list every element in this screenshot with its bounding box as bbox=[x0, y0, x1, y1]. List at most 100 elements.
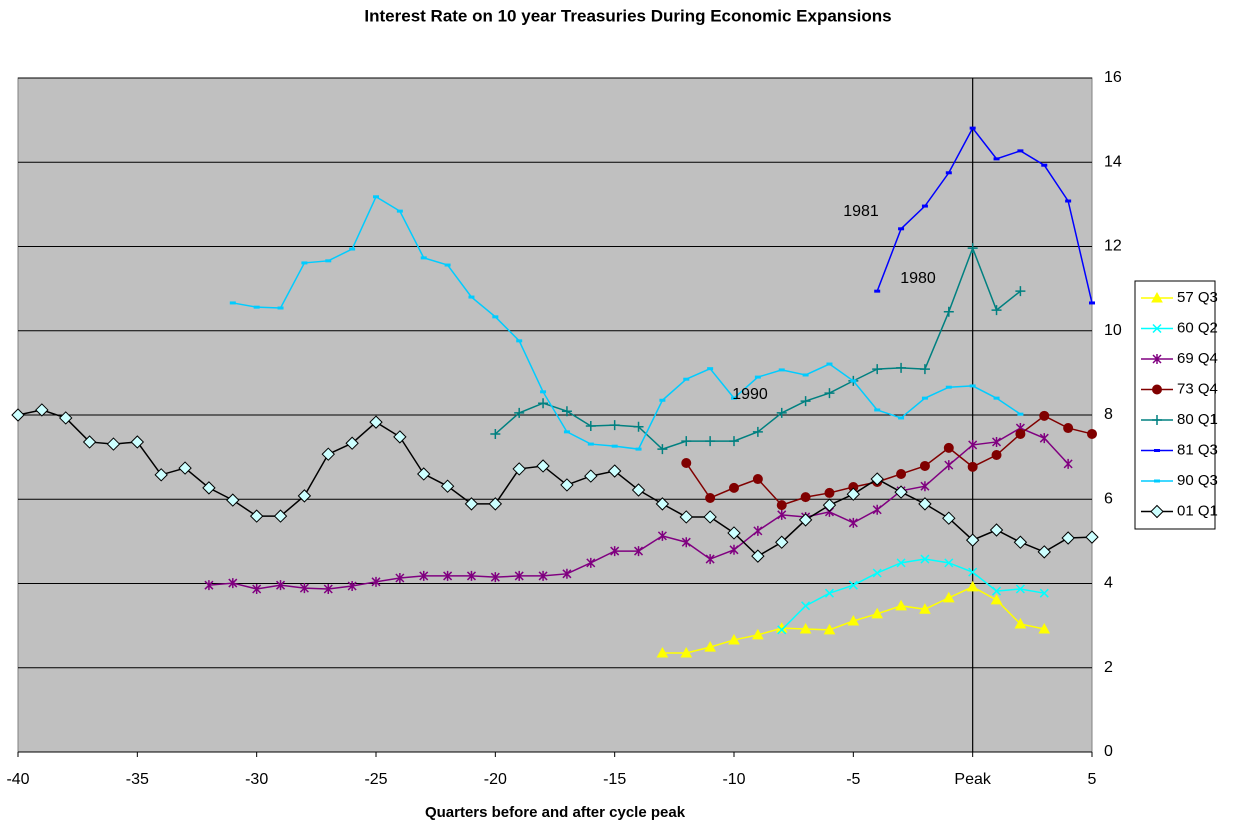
marker bbox=[585, 420, 596, 431]
marker bbox=[657, 530, 667, 541]
marker bbox=[967, 461, 978, 472]
marker bbox=[992, 436, 1002, 447]
marker bbox=[989, 523, 1004, 537]
marker bbox=[919, 364, 930, 375]
x-tick-label: -30 bbox=[245, 771, 268, 788]
marker bbox=[729, 482, 739, 493]
y-tick-label: 4 bbox=[1104, 575, 1113, 592]
marker bbox=[823, 623, 836, 635]
marker bbox=[966, 580, 979, 592]
marker bbox=[943, 306, 954, 317]
marker bbox=[870, 472, 884, 486]
marker bbox=[538, 570, 548, 581]
marker bbox=[680, 646, 693, 658]
marker bbox=[776, 407, 787, 418]
marker bbox=[681, 537, 691, 548]
marker bbox=[631, 483, 646, 497]
marker bbox=[1063, 423, 1074, 434]
annotation: 1981 bbox=[843, 203, 879, 220]
marker bbox=[1063, 458, 1073, 469]
y-tick-label: 2 bbox=[1104, 659, 1113, 676]
marker bbox=[822, 498, 837, 512]
marker bbox=[226, 493, 240, 507]
marker bbox=[728, 633, 740, 645]
marker bbox=[562, 568, 572, 579]
y-tick-label: 14 bbox=[1104, 153, 1122, 170]
legend-label: 90 Q3 bbox=[1177, 472, 1218, 489]
marker bbox=[1150, 504, 1164, 519]
marker bbox=[729, 544, 739, 555]
annotation: 1980 bbox=[900, 270, 936, 287]
marker bbox=[847, 614, 860, 626]
marker bbox=[753, 525, 763, 536]
marker bbox=[586, 557, 596, 568]
series-line bbox=[232, 195, 1021, 450]
marker bbox=[705, 492, 716, 503]
legend-label: 73 Q4 bbox=[1177, 380, 1218, 397]
marker bbox=[895, 599, 907, 611]
x-tick-label: -10 bbox=[722, 771, 745, 788]
marker bbox=[824, 487, 835, 498]
marker bbox=[106, 437, 121, 451]
marker bbox=[896, 468, 907, 479]
marker bbox=[751, 549, 765, 563]
marker bbox=[944, 558, 954, 568]
marker bbox=[920, 481, 930, 492]
y-tick-label: 16 bbox=[1104, 69, 1122, 86]
marker bbox=[919, 460, 930, 471]
marker bbox=[490, 428, 501, 439]
marker bbox=[920, 554, 930, 564]
legend: 57 Q3 60 Q2 69 Q4 73 Q4 80 Q1 81 Q3 90 Q3 01 Q1 bbox=[1134, 280, 1218, 530]
marker bbox=[703, 510, 717, 524]
marker bbox=[824, 588, 834, 598]
x-tick-label: -25 bbox=[364, 771, 387, 788]
marker bbox=[992, 586, 1002, 596]
marker bbox=[871, 607, 884, 619]
legend-label: 81 Q3 bbox=[1177, 441, 1218, 458]
marker bbox=[777, 509, 787, 520]
marker bbox=[965, 533, 980, 547]
marker bbox=[323, 583, 333, 594]
marker bbox=[942, 591, 955, 603]
marker bbox=[11, 408, 25, 422]
series-line bbox=[781, 558, 1045, 631]
marker bbox=[1152, 323, 1162, 334]
marker bbox=[752, 628, 764, 640]
marker bbox=[584, 469, 598, 483]
y-tick-label: 8 bbox=[1104, 406, 1113, 423]
marker bbox=[681, 436, 692, 447]
marker bbox=[395, 573, 405, 584]
marker bbox=[249, 509, 264, 523]
marker bbox=[775, 535, 789, 549]
marker bbox=[560, 478, 574, 492]
marker bbox=[918, 497, 932, 511]
marker bbox=[896, 558, 906, 568]
marker bbox=[130, 435, 145, 449]
series-line bbox=[876, 126, 1093, 304]
marker bbox=[35, 403, 49, 417]
marker bbox=[991, 450, 1002, 461]
marker bbox=[417, 467, 431, 481]
marker bbox=[514, 570, 524, 581]
marker bbox=[82, 435, 97, 449]
marker bbox=[228, 578, 238, 589]
y-tick-label: 10 bbox=[1104, 322, 1122, 339]
marker bbox=[347, 581, 357, 592]
legend-label: 69 Q4 bbox=[1177, 350, 1218, 367]
marker bbox=[705, 554, 715, 565]
marker bbox=[968, 567, 978, 577]
marker bbox=[729, 436, 739, 447]
marker bbox=[609, 420, 620, 431]
y-tick-label: 12 bbox=[1104, 238, 1122, 255]
marker bbox=[1013, 535, 1028, 549]
marker bbox=[727, 526, 741, 540]
marker bbox=[607, 464, 622, 478]
marker bbox=[1015, 584, 1025, 594]
x-tick-label: -35 bbox=[126, 771, 149, 788]
marker bbox=[1039, 588, 1049, 598]
marker bbox=[800, 396, 811, 407]
marker bbox=[919, 603, 931, 614]
marker bbox=[704, 641, 716, 652]
legend-label: 01 Q1 bbox=[1177, 502, 1218, 519]
